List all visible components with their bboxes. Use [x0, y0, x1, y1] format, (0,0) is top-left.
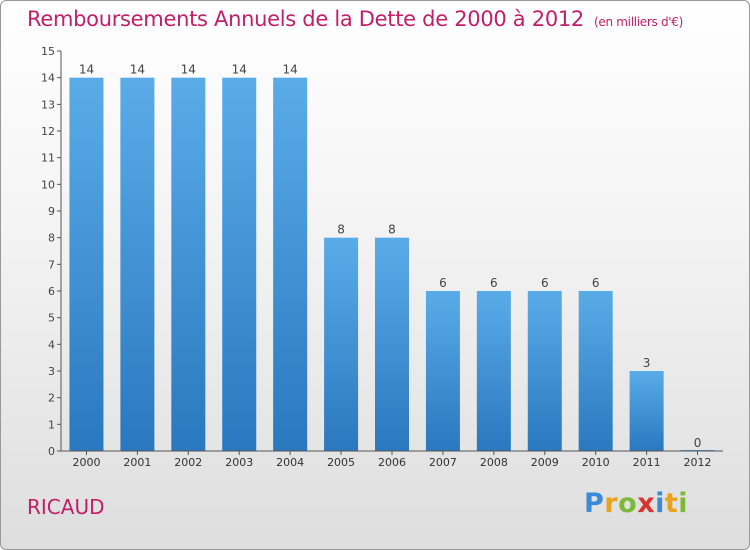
x-tick-label: 2012	[684, 456, 712, 469]
bar-2005	[324, 237, 359, 451]
bar-value-label: 6	[592, 276, 600, 290]
bar-2009	[527, 291, 562, 451]
y-tick-label: 0	[48, 445, 55, 458]
bar-value-label: 14	[130, 63, 145, 77]
bar-value-label: 14	[181, 63, 196, 77]
y-tick-label: 8	[48, 232, 55, 245]
bar-2001	[120, 77, 155, 452]
x-tick-label: 2001	[123, 456, 151, 469]
bar-2010	[578, 291, 613, 451]
x-tick-label: 2007	[429, 456, 457, 469]
y-tick-label: 6	[48, 285, 55, 298]
bar-value-label: 0	[694, 436, 702, 450]
bar-2004	[273, 77, 308, 452]
x-tick-label: 2005	[327, 456, 355, 469]
bar-2007	[425, 291, 460, 451]
x-tick-label: 2002	[174, 456, 202, 469]
bar-2002	[171, 77, 206, 452]
chart-title-text: Remboursements Annuels de la Dette de 20…	[27, 7, 584, 31]
bars: 14 14 14 14 14 8 8 6 6 6 6 3 0	[69, 63, 715, 452]
y-tick-label: 10	[41, 178, 55, 191]
chart-unit: (en milliers d'€)	[594, 15, 684, 29]
bar-value-label: 14	[232, 63, 247, 77]
bar-value-label: 6	[541, 276, 549, 290]
bar-value-label: 8	[388, 223, 396, 237]
bar-2011	[629, 371, 664, 451]
bar-2006	[375, 237, 409, 451]
y-tick-label: 13	[41, 98, 55, 111]
bar-2000	[69, 77, 104, 452]
x-tick-label: 2003	[225, 456, 253, 469]
y-tick-label: 2	[48, 392, 55, 405]
bar-value-label: 14	[79, 63, 94, 77]
logo-letter: P	[584, 488, 605, 519]
bar-2003	[222, 77, 257, 452]
y-tick-label: 3	[48, 365, 55, 378]
logo-letter: o	[618, 488, 638, 519]
x-tick-label: 2011	[633, 456, 661, 469]
bar-value-label: 6	[439, 276, 447, 290]
x-tick-label: 2004	[276, 456, 304, 469]
x-tick-label: 2008	[480, 456, 508, 469]
y-tick-label: 15	[41, 45, 55, 58]
y-tick-label: 7	[48, 258, 55, 271]
y-tick-label: 14	[41, 72, 55, 85]
logo-letter: t	[664, 488, 679, 519]
logo-letter: r	[604, 488, 619, 519]
bar-value-label: 6	[490, 276, 498, 290]
y-tick-label: 5	[48, 312, 55, 325]
x-tick-label: 2010	[582, 456, 610, 469]
bar-2008	[476, 291, 511, 451]
y-tick-label: 9	[48, 205, 55, 218]
x-axis: 2000 2001 2002 2003 2004 2005 2006 2007 2008 2009…	[61, 450, 723, 469]
bar-value-label: 3	[643, 356, 651, 370]
commune-name: RICAUD	[27, 495, 105, 519]
logo-letter: i	[655, 488, 665, 519]
y-tick-label: 4	[48, 338, 55, 351]
bar-value-label: 14	[283, 63, 298, 77]
y-tick-label: 1	[48, 418, 55, 431]
y-tick-label: 11	[41, 152, 55, 165]
logo-letter: i	[678, 488, 689, 519]
x-tick-label: 2006	[378, 456, 406, 469]
x-tick-label: 2000	[72, 456, 100, 469]
logo-letter: x	[637, 488, 656, 519]
chart-title: Remboursements Annuels de la Dette de 20…	[27, 7, 683, 31]
bar-value-label: 8	[337, 223, 345, 237]
proxiti-logo: Proxiti	[584, 488, 688, 519]
y-tick-label: 12	[41, 125, 55, 138]
x-tick-label: 2009	[531, 456, 559, 469]
